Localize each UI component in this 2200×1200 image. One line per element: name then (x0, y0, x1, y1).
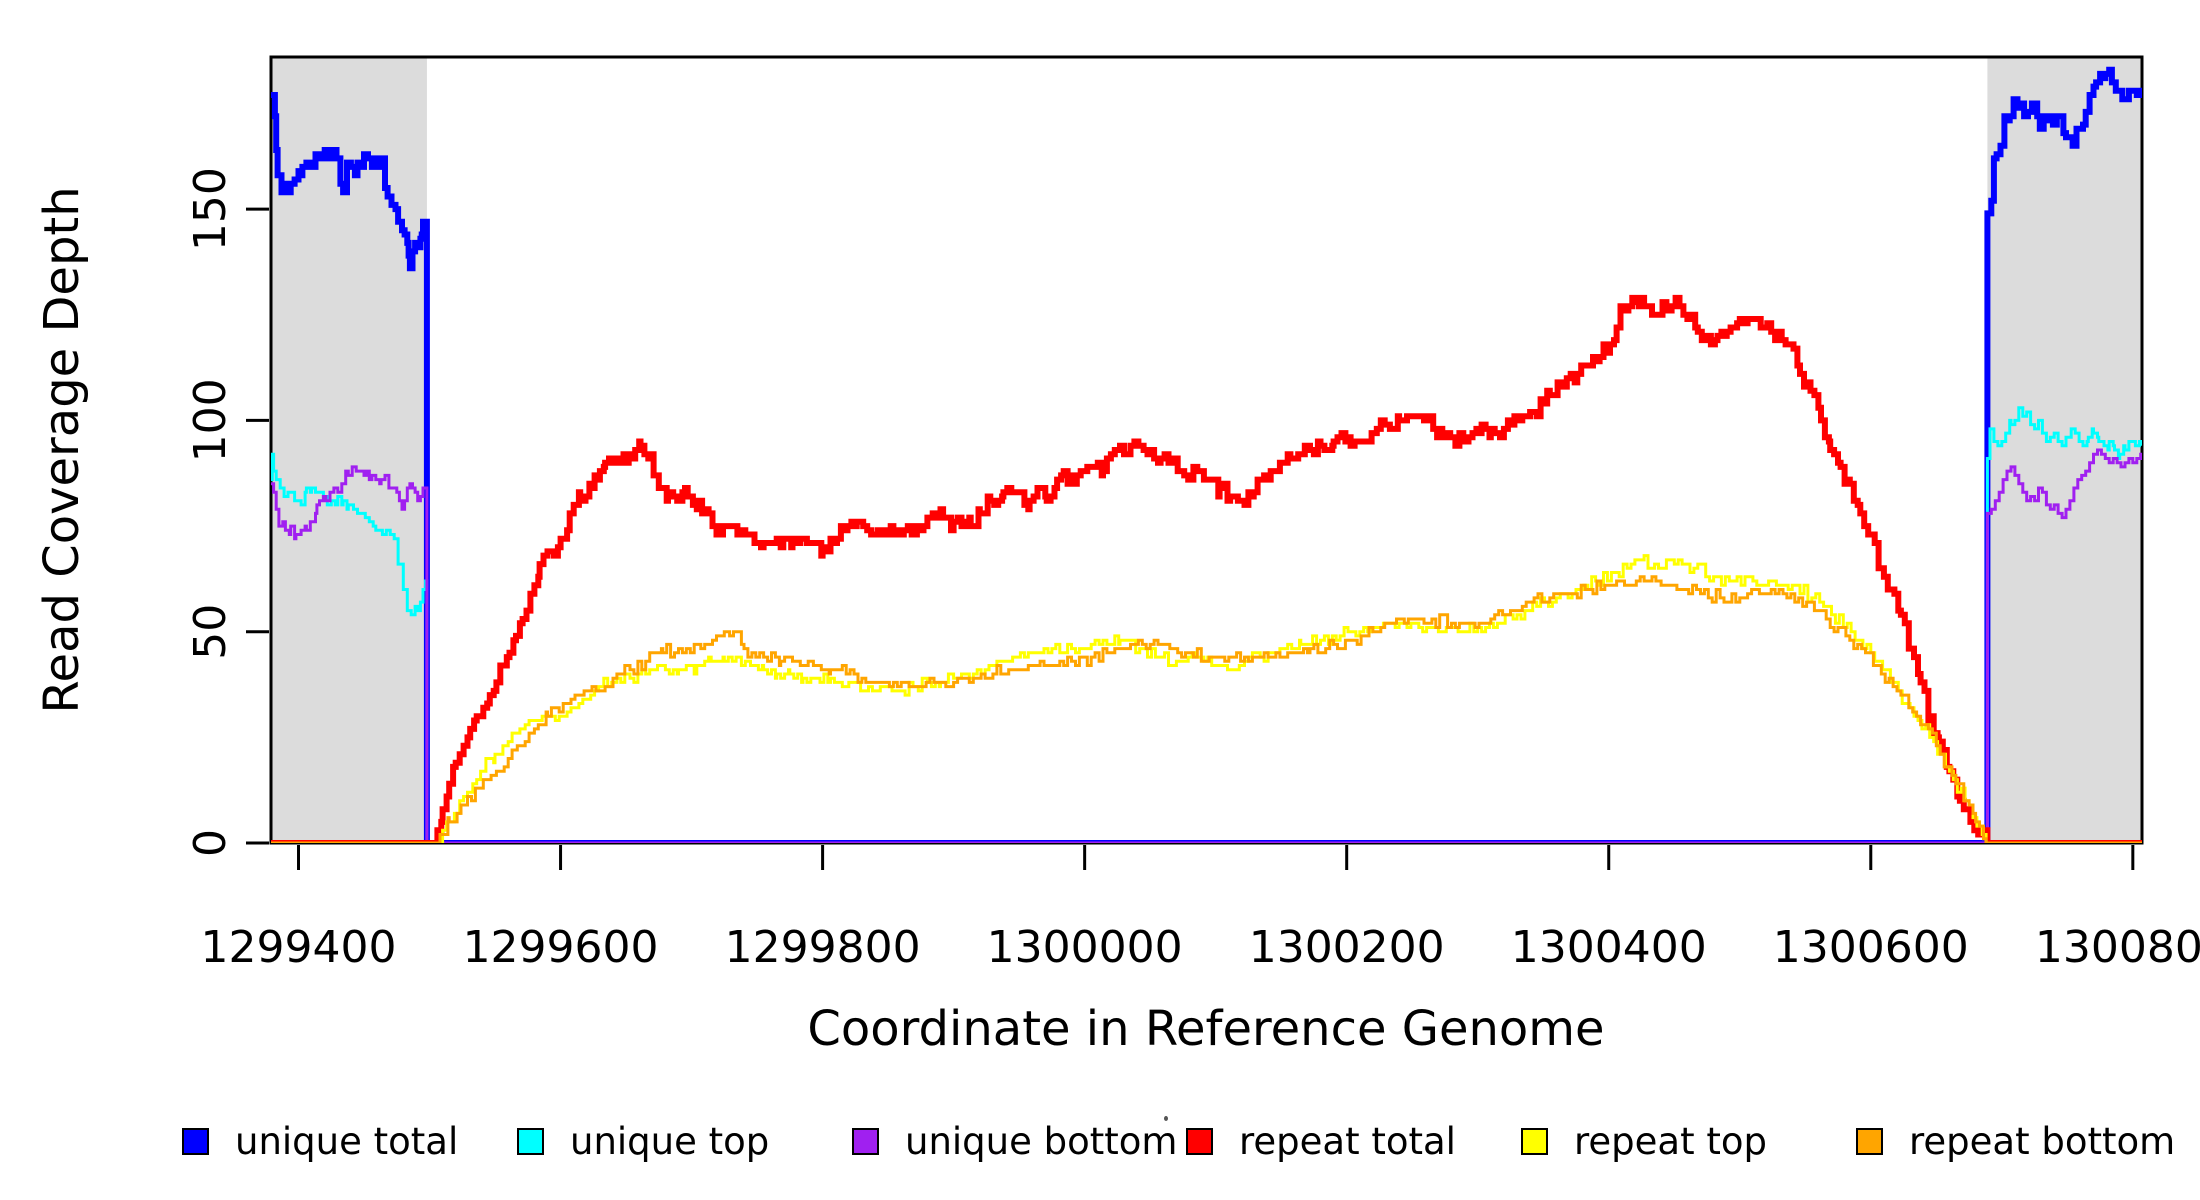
legend-label: unique bottom (905, 1120, 1178, 1163)
x-tick-label: 1300000 (987, 922, 1183, 973)
series-line-repeat-bottom (271, 575, 2142, 843)
unique-total-swatch-icon (182, 1128, 209, 1155)
unique-bottom-swatch-icon (852, 1128, 879, 1155)
legend-item-unique-total: unique total (182, 1120, 458, 1163)
legend-item-unique-bottom: unique bottom (852, 1120, 1177, 1163)
x-tick-label: 1300600 (1773, 922, 1969, 973)
legend-item-repeat-bottom: repeat bottom (1856, 1120, 2175, 1163)
legend-item-repeat-top: repeat top (1521, 1120, 1767, 1163)
series-line-repeat-total (271, 294, 2142, 843)
legend-label: repeat total (1239, 1120, 1456, 1163)
y-tick-label: 50 (185, 604, 236, 660)
x-tick-label: 1300400 (1511, 922, 1707, 973)
repeat-bottom-swatch-icon (1856, 1128, 1883, 1155)
legend-label: repeat top (1574, 1120, 1767, 1163)
x-tick-label: 1299800 (725, 922, 921, 973)
unique-top-swatch-icon (517, 1128, 544, 1155)
stray-dot-artifact (1164, 1116, 1168, 1121)
repeat-total-swatch-icon (1186, 1128, 1213, 1155)
legend: unique total unique top unique bottom re… (0, 1108, 2200, 1168)
legend-item-repeat-total: repeat total (1186, 1120, 1456, 1163)
x-tick-label: 1299400 (201, 922, 397, 973)
y-tick-label: 100 (185, 378, 236, 462)
legend-item-unique-top: unique top (517, 1120, 769, 1163)
y-tick-label: 150 (185, 167, 236, 251)
legend-label: unique top (570, 1120, 770, 1163)
shaded-regions (271, 57, 2142, 843)
legend-label: repeat bottom (1909, 1120, 2176, 1163)
y-tick-label: 0 (185, 829, 236, 857)
series-line-repeat-top (271, 554, 2142, 843)
plot-border-box (269, 55, 2144, 845)
legend-label: unique total (235, 1120, 459, 1163)
series-line-unique-total (271, 66, 2142, 843)
x-tick-label: 1299600 (463, 922, 659, 973)
axis-ticks-and-labels: 1299400 1299600 1299800 1300000 1300200 13004… (185, 167, 2200, 973)
repeat-top-swatch-icon (1521, 1128, 1548, 1155)
x-tick-label: 1300200 (1249, 922, 1445, 973)
series-line-unique-bottom (271, 448, 2142, 843)
series-lines (271, 66, 2142, 843)
y-axis-title: Read Coverage Depth (34, 186, 90, 713)
x-axis-title: Coordinate in Reference Genome (807, 1001, 1604, 1057)
